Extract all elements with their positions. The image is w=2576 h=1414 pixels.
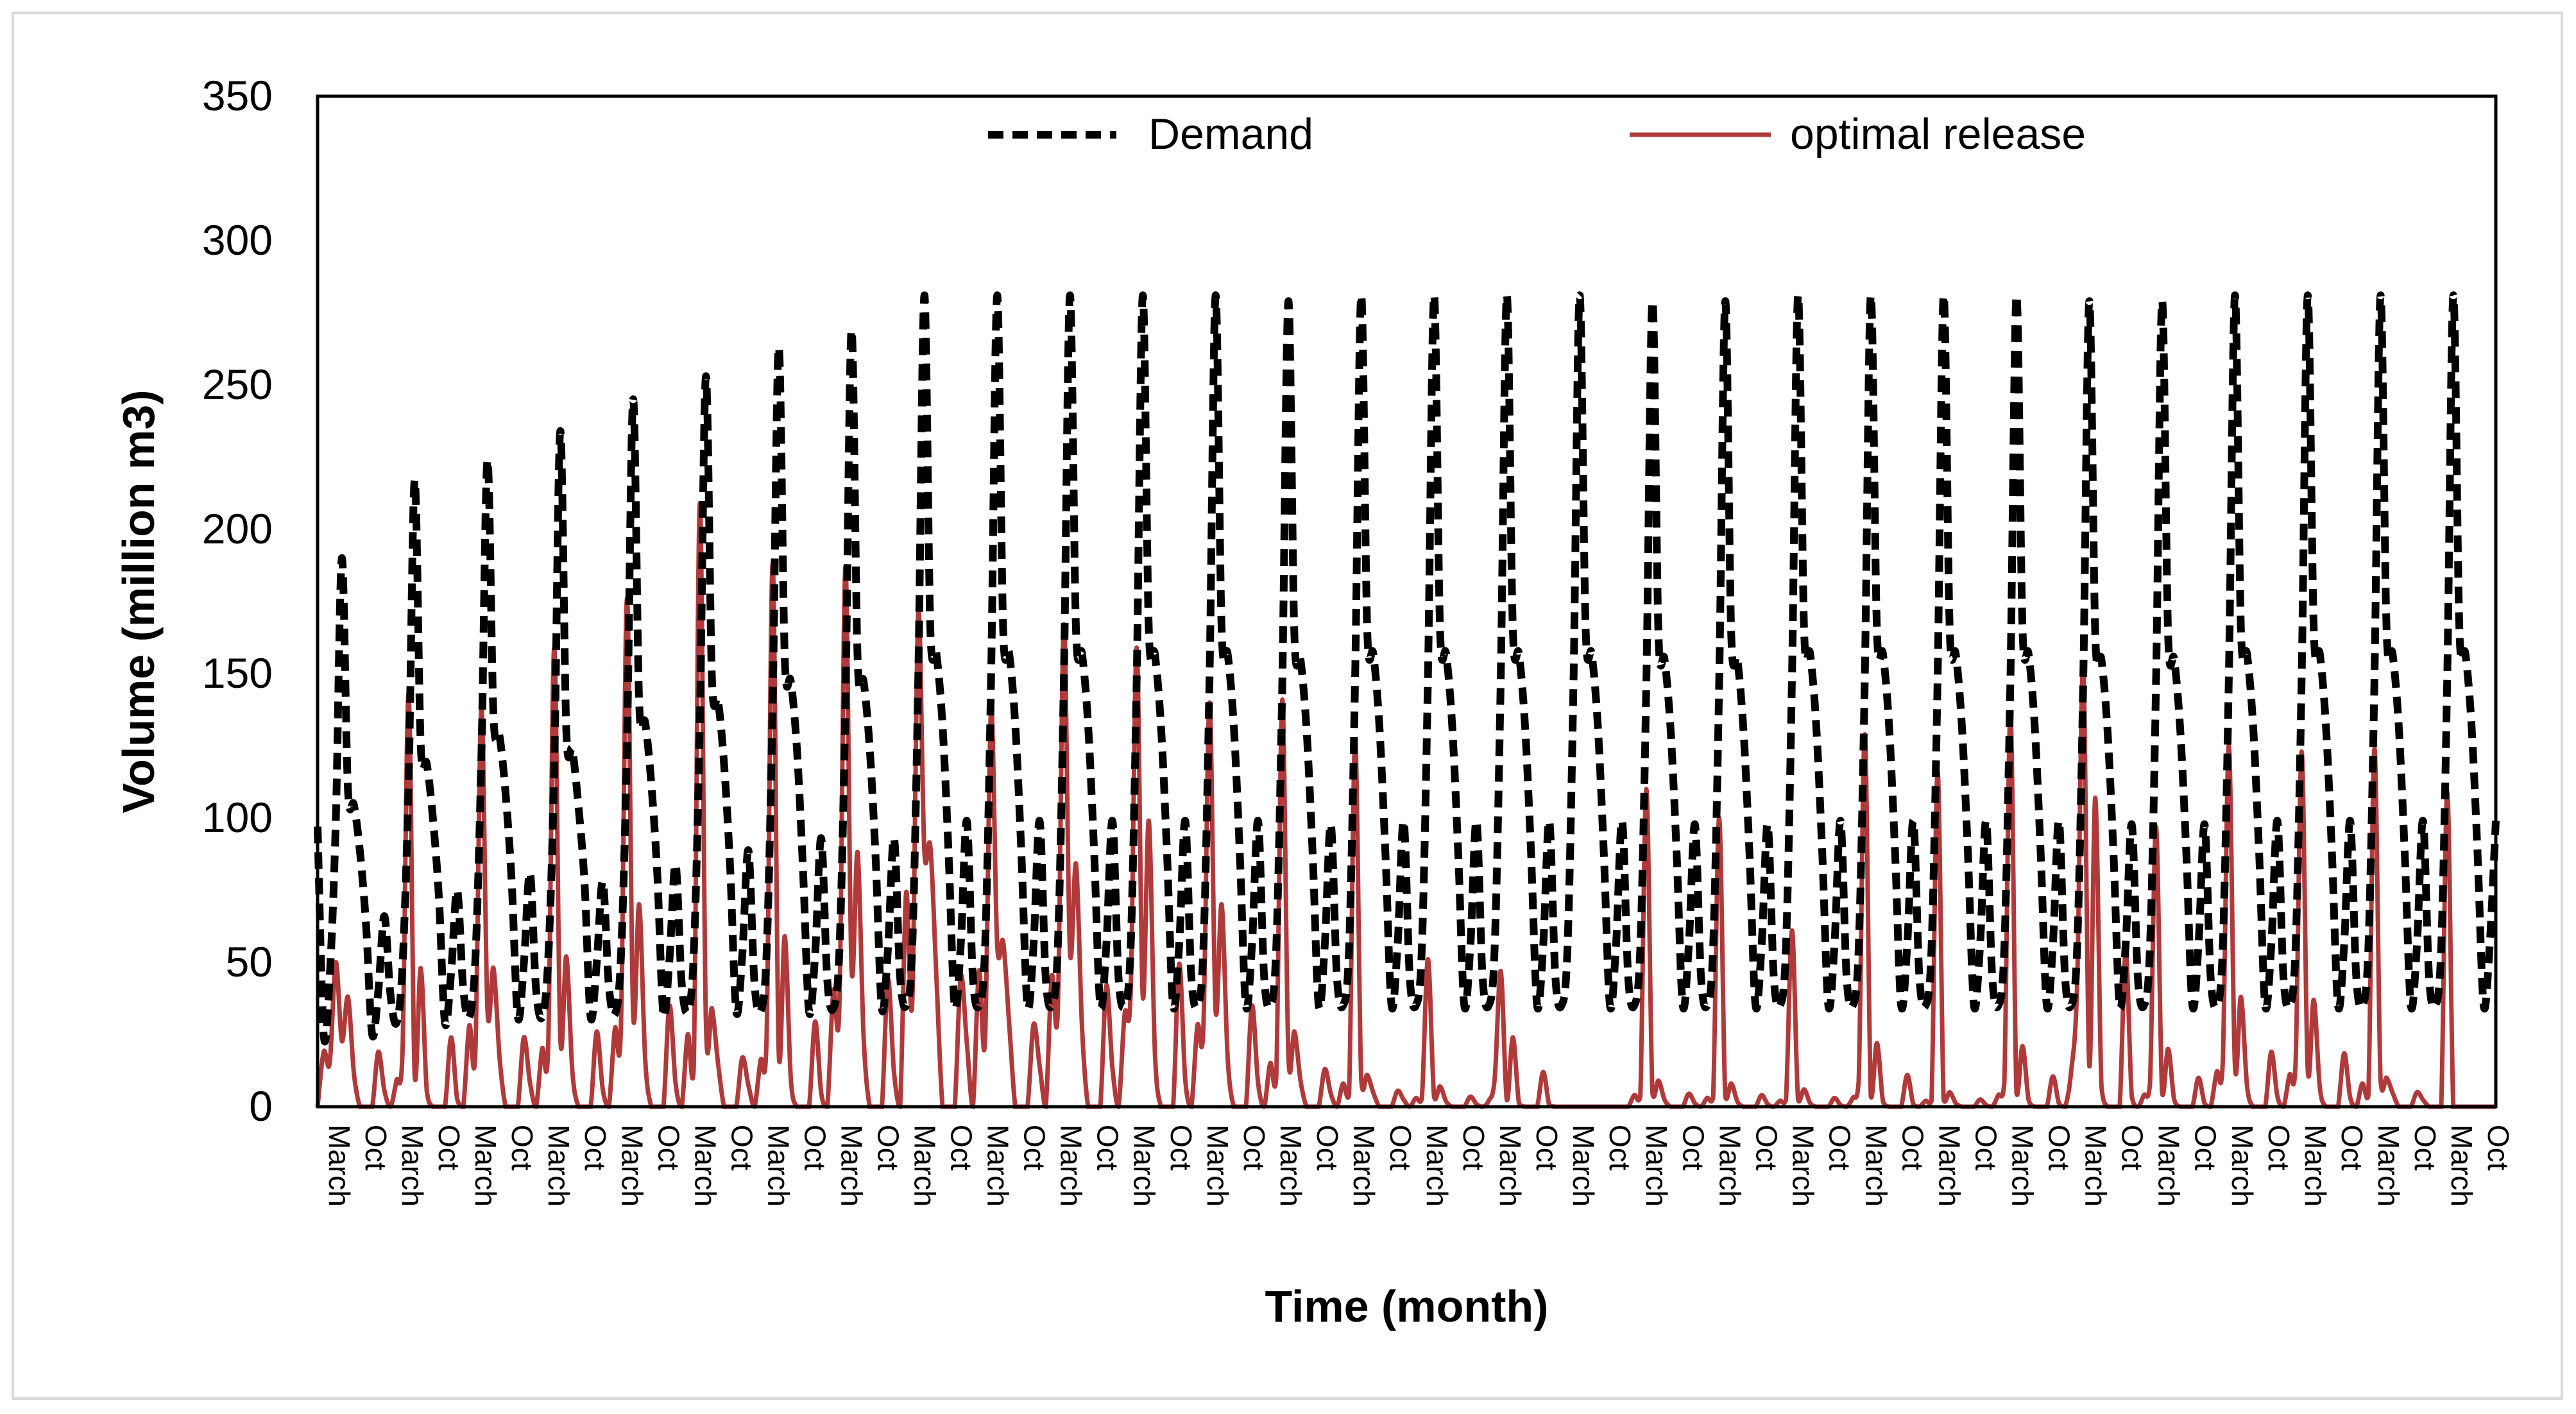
x-tick-label: Oct	[652, 1125, 685, 1171]
y-tick-label: 100	[202, 794, 273, 841]
x-tick-label: Oct	[1018, 1125, 1052, 1171]
x-tick-label: March	[762, 1125, 795, 1207]
x-tick-label: March	[323, 1125, 356, 1207]
x-tick-label: Oct	[432, 1125, 466, 1171]
y-tick-label: 0	[249, 1082, 273, 1130]
x-axis-ticks: March Oct March Oct March Oct March Oct March Oct…	[323, 1125, 2515, 1207]
x-tick-label: March	[1933, 1125, 1966, 1207]
x-tick-label: Oct	[2482, 1125, 2515, 1171]
y-tick-label: 150	[202, 649, 273, 697]
series-line-optimal-release	[315, 500, 2496, 1109]
y-tick-label: 300	[202, 216, 273, 264]
x-tick-label: Oct	[1384, 1125, 1417, 1171]
x-tick-label: Oct	[1750, 1125, 1783, 1171]
y-tick-label: 350	[202, 72, 273, 119]
x-tick-label: Oct	[945, 1125, 978, 1171]
x-tick-label: Oct	[579, 1125, 612, 1171]
x-tick-label: March	[1055, 1125, 1088, 1207]
y-axis-ticks: 0 50 100 150 200 250 300 350	[202, 72, 273, 1130]
x-tick-label: March	[1859, 1125, 1893, 1207]
y-tick-label: 200	[202, 505, 273, 552]
x-tick-label: March	[542, 1125, 576, 1207]
x-tick-label: Oct	[359, 1125, 393, 1171]
x-tick-label: March	[1786, 1125, 1820, 1207]
legend-release-label: optimal release	[1790, 110, 2086, 158]
x-tick-label: Oct	[2262, 1125, 2296, 1171]
x-tick-label: March	[1420, 1125, 1454, 1207]
x-tick-label: Oct	[1897, 1125, 1930, 1171]
x-tick-label: March	[2372, 1125, 2405, 1207]
x-tick-label: Oct	[1311, 1125, 1344, 1171]
x-tick-label: March	[1713, 1125, 1746, 1207]
plot-area	[316, 94, 2498, 1109]
y-axis-title: Volume (million m3)	[114, 390, 164, 813]
legend-demand-label: Demand	[1148, 110, 1313, 158]
x-tick-label: March	[2079, 1125, 2113, 1207]
x-tick-label: Oct	[2116, 1125, 2149, 1171]
x-tick-label: March	[1128, 1125, 1161, 1207]
x-tick-label: Oct	[506, 1125, 539, 1171]
x-tick-label: March	[1274, 1125, 1308, 1207]
x-tick-label: March	[1201, 1125, 1234, 1207]
x-tick-label: Oct	[872, 1125, 905, 1171]
x-tick-label: March	[2226, 1125, 2259, 1207]
x-tick-label: March	[469, 1125, 502, 1207]
x-tick-label: March	[1640, 1125, 1673, 1207]
x-tick-label: Oct	[2335, 1125, 2369, 1171]
x-tick-label: Oct	[1164, 1125, 1198, 1171]
x-tick-label: March	[1494, 1125, 1527, 1207]
x-tick-label: March	[1347, 1125, 1381, 1207]
x-tick-label: March	[1567, 1125, 1600, 1207]
x-tick-label: Oct	[1238, 1125, 1271, 1171]
series-line-demand	[314, 291, 2500, 1046]
x-tick-label: Oct	[1530, 1125, 1564, 1171]
x-tick-label: Oct	[2043, 1125, 2076, 1171]
x-tick-label: Oct	[725, 1125, 758, 1171]
x-tick-label: March	[2153, 1125, 2186, 1207]
x-tick-label: March	[908, 1125, 942, 1207]
legend: Demand optimal release	[988, 110, 2086, 158]
x-tick-label: March	[2445, 1125, 2478, 1207]
series-layer	[314, 291, 2500, 1109]
x-tick-label: Oct	[1603, 1125, 1637, 1171]
x-tick-label: March	[2006, 1125, 2040, 1207]
x-tick-label: March	[982, 1125, 1015, 1207]
x-tick-label: Oct	[2189, 1125, 2222, 1171]
x-tick-label: Oct	[798, 1125, 832, 1171]
x-tick-label: Oct	[1676, 1125, 1710, 1171]
x-axis-title: Time (month)	[1265, 1281, 1548, 1331]
y-tick-label: 50	[226, 938, 273, 985]
x-tick-label: March	[396, 1125, 429, 1207]
chart-frame	[12, 12, 2563, 1400]
x-tick-label: March	[688, 1125, 722, 1207]
x-tick-label: Oct	[1823, 1125, 1856, 1171]
x-tick-label: Oct	[1091, 1125, 1125, 1171]
x-tick-label: Oct	[1970, 1125, 2003, 1171]
y-tick-label: 250	[202, 361, 273, 408]
x-tick-label: March	[2299, 1125, 2332, 1207]
x-tick-label: March	[615, 1125, 649, 1207]
x-tick-label: Oct	[2409, 1125, 2442, 1171]
x-tick-label: March	[835, 1125, 869, 1207]
x-tick-label: Oct	[1457, 1125, 1490, 1171]
